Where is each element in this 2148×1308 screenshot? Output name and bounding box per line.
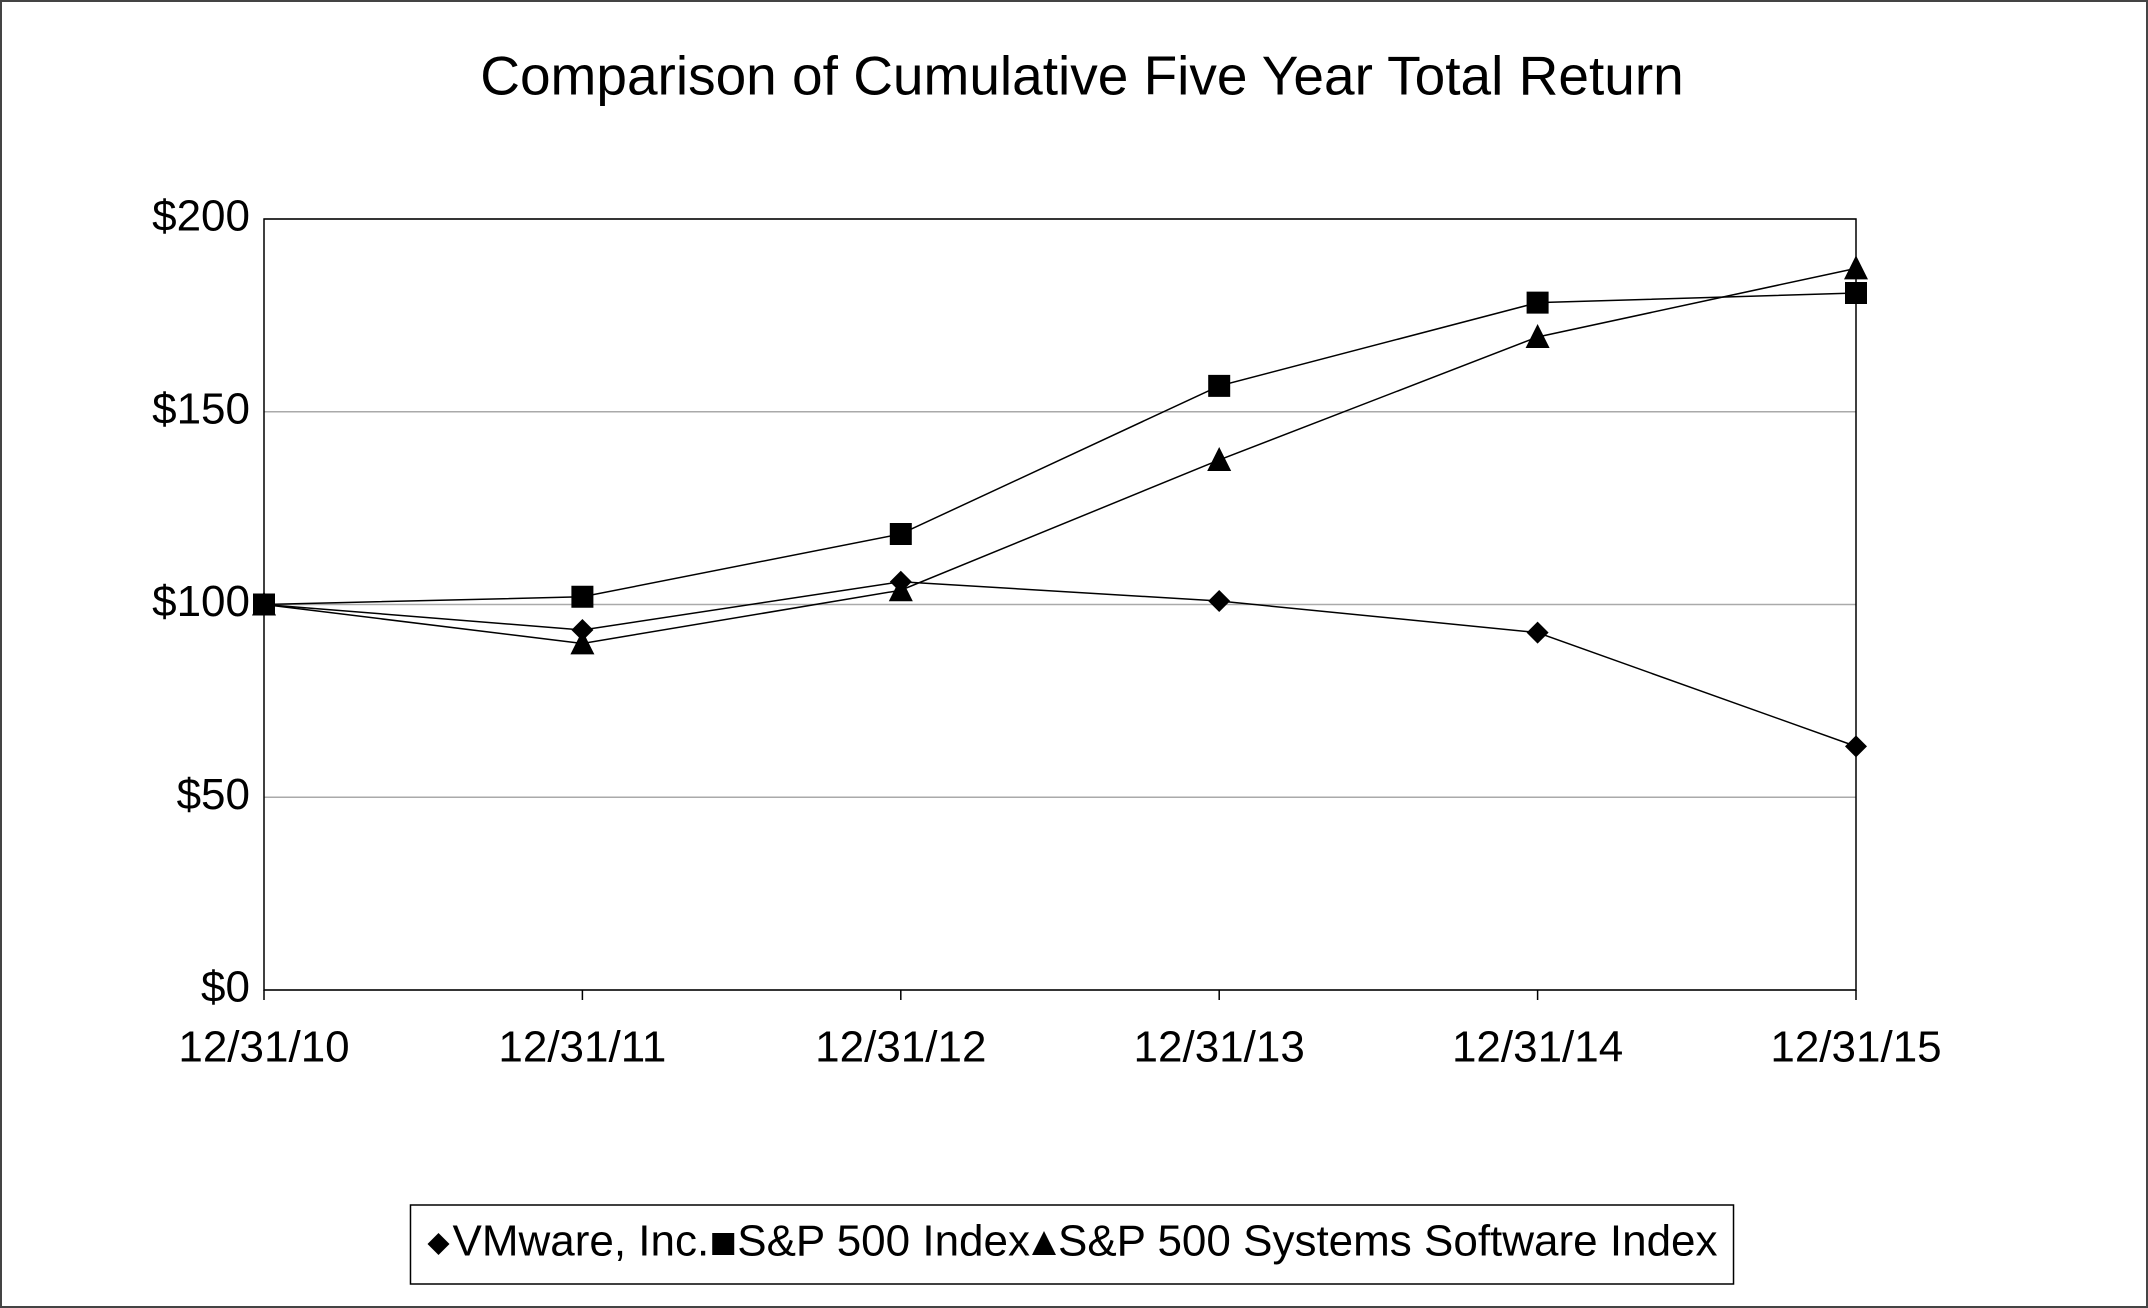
x-tick-label: 12/31/13: [1134, 1023, 1305, 1072]
data-point: [1526, 621, 1549, 644]
y-tick-label: $0: [201, 963, 250, 1012]
data-point: [1845, 735, 1867, 758]
legend: VMware, Inc. S&P 500 Index S&P 500 Systems…: [427, 1217, 1718, 1266]
series-line: [263, 292, 1857, 606]
series-line: [263, 581, 1857, 748]
data-point: [570, 630, 595, 655]
x-tick-label: 12/31/14: [1452, 1023, 1623, 1072]
x-tick-label: 12/31/15: [1770, 1023, 1941, 1072]
data-point: [1208, 590, 1231, 613]
y-tick-label: $150: [152, 384, 250, 433]
x-tick-label: 12/31/12: [815, 1023, 986, 1072]
data-point: [1845, 282, 1867, 305]
data-point: [1208, 374, 1231, 397]
chart-title: Comparison of Cumulative Five Year Total…: [480, 45, 1683, 107]
y-tick-label: $200: [152, 192, 250, 241]
data-point: [252, 591, 276, 616]
x-tick-label: 12/31/10: [178, 1023, 349, 1072]
data-point: [889, 522, 912, 545]
x-tick-label: 12/31/11: [498, 1023, 666, 1072]
data-point: [1525, 323, 1550, 348]
data-point: [1526, 291, 1549, 314]
legend-label: VMware, Inc.: [452, 1217, 709, 1266]
legend-label: S&P 500 Systems Software Index: [1058, 1217, 1718, 1266]
data-point: [571, 618, 594, 641]
data-point: [571, 585, 594, 608]
series-line: [263, 267, 1857, 645]
y-tick-label: $100: [152, 577, 250, 626]
legend-marker: [1031, 1231, 1056, 1255]
legend-marker: [427, 1233, 450, 1255]
legend-label: S&P 500 Index: [737, 1217, 1030, 1266]
legend-marker: [712, 1233, 735, 1255]
data-point: [1207, 446, 1232, 471]
data-point: [888, 577, 913, 602]
data-point: [1844, 255, 1868, 280]
legend-box: [409, 1204, 1735, 1285]
y-tick-label: $50: [177, 770, 250, 819]
